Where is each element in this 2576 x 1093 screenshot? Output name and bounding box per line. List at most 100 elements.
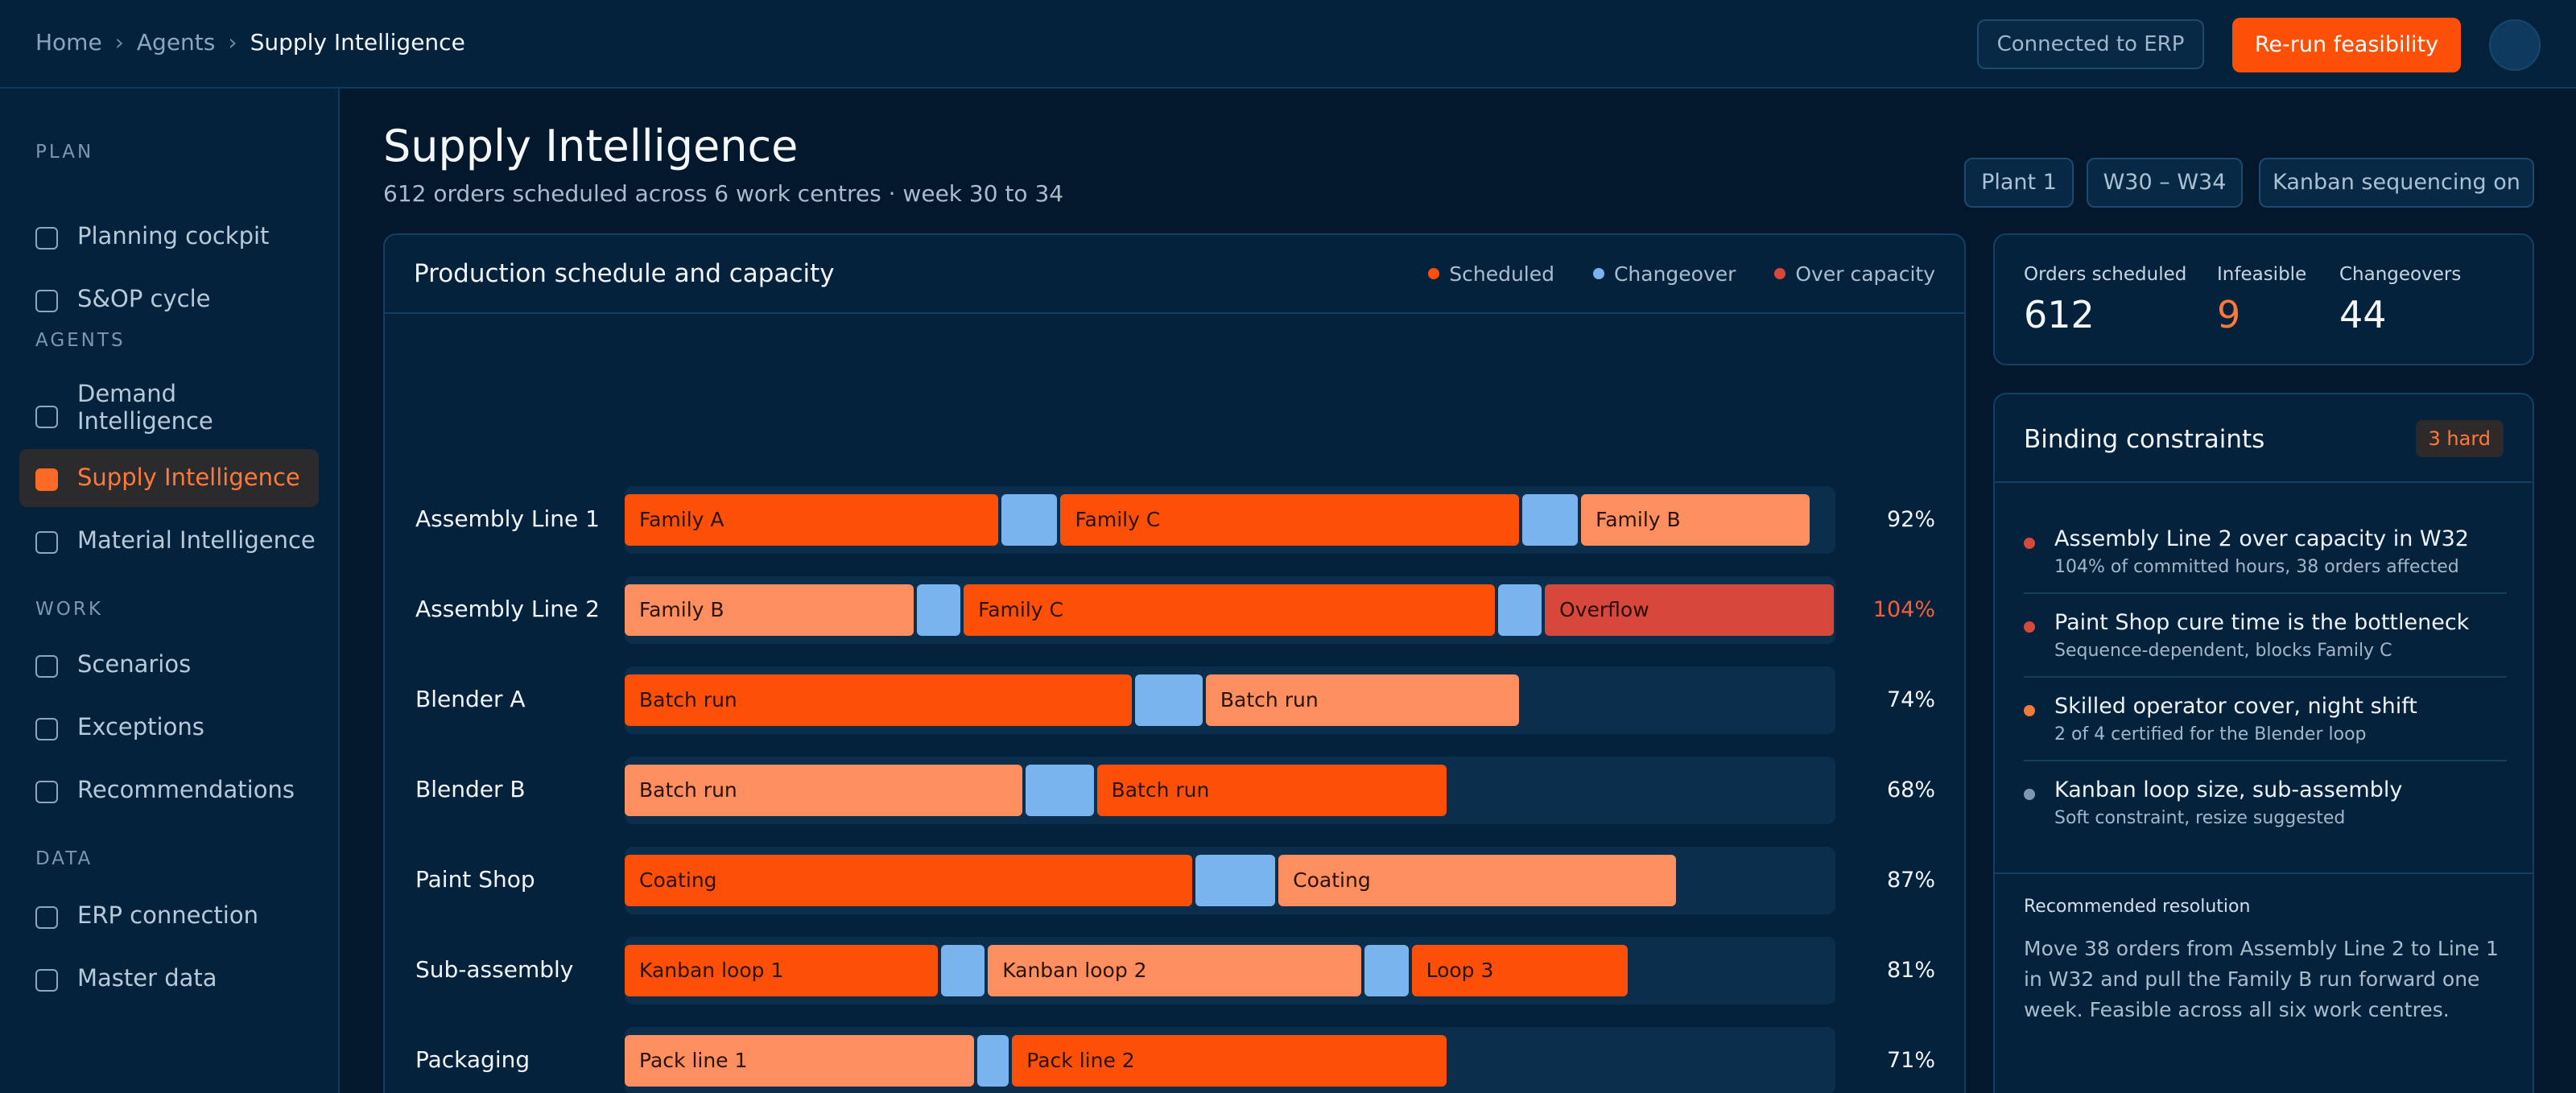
schedule-segment[interactable]: Batch run: [625, 765, 1023, 816]
schedule-segment[interactable]: Family A: [625, 494, 999, 546]
schedule-segment[interactable]: Coating: [1278, 855, 1677, 906]
kpi-infeasible: Infeasible 9: [2217, 264, 2306, 336]
checkbox-icon: [35, 969, 58, 992]
constraint-title: Skilled operator cover, night shift: [2054, 694, 2417, 719]
rerun-feasibility-button[interactable]: Re-run feasibility: [2232, 18, 2461, 72]
sidebar-item-exceptions[interactable]: Exceptions: [19, 699, 319, 757]
work-centre-label: Blender A: [415, 686, 526, 712]
utilization-value: 92%: [1886, 507, 1935, 532]
kpi-value: 9: [2217, 293, 2241, 336]
schedule-segment[interactable]: Batch run: [1096, 765, 1447, 816]
kanban-sequencing-chip[interactable]: Kanban sequencing on: [2259, 158, 2534, 208]
schedule-segment[interactable]: Pack line 1: [625, 1035, 975, 1087]
sidebar-item-scenarios[interactable]: Scenarios: [19, 636, 319, 694]
changeover-segment[interactable]: [941, 945, 985, 996]
schedule-segment[interactable]: Batch run: [625, 674, 1132, 726]
erp-status-badge[interactable]: Connected to ERP: [1977, 19, 2204, 69]
schedule-segment[interactable]: Family C: [964, 584, 1495, 636]
divider: [2024, 676, 2507, 678]
week-range-chip[interactable]: W30 – W34: [2087, 158, 2243, 208]
sidebar-item-supply-intelligence[interactable]: Supply Intelligence: [19, 449, 319, 507]
constraint-item[interactable]: Skilled operator cover, night shift 2 of…: [2024, 694, 2507, 761]
sidebar-item-master-data[interactable]: Master data: [19, 950, 319, 1008]
schedule-segment[interactable]: Family B: [625, 584, 914, 636]
breadcrumb-separator: ›: [228, 29, 237, 56]
constraint-detail: 104% of committed hours, 38 orders affec…: [2054, 557, 2459, 577]
changeover-segment[interactable]: [977, 1035, 1009, 1087]
legend-item-over-capacity: Over capacity: [1774, 262, 1935, 286]
work-centre-label: Paint Shop: [415, 866, 535, 893]
page-title: Supply Intelligence: [383, 121, 799, 171]
sidebar-item-erp-connection[interactable]: ERP connection: [19, 887, 319, 945]
legend-dot-icon: [1774, 268, 1786, 279]
constraint-item[interactable]: Paint Shop cure time is the bottleneck S…: [2024, 610, 2507, 678]
capacity-track: Pack line 1 Pack line 2: [625, 1027, 1835, 1093]
sidebar-item-demand-intelligence[interactable]: Demand Intelligence: [19, 373, 319, 451]
sidebar-item-material-intelligence[interactable]: Material Intelligence: [19, 512, 319, 570]
utilization-value: 71%: [1886, 1048, 1935, 1073]
sidebar-section-plan: PLAN: [35, 142, 94, 163]
sidebar-item-label: S&OP cycle: [77, 285, 211, 312]
work-centre-label: Packaging: [415, 1046, 530, 1073]
utilization-value: 87%: [1886, 868, 1935, 893]
status-dot-icon: [2024, 705, 2035, 716]
legend-label: Changeover: [1613, 262, 1736, 286]
schedule-segment[interactable]: Kanban loop 1: [625, 945, 939, 996]
status-dot-icon: [2024, 538, 2035, 549]
production-schedule-card: Production schedule and capacity Schedul…: [383, 233, 1966, 1093]
checkbox-icon: [35, 406, 58, 428]
schedule-segment[interactable]: Loop 3: [1411, 945, 1629, 996]
sidebar-item-label: ERP connection: [77, 901, 258, 929]
sidebar-section-data: DATA: [35, 848, 93, 869]
kpi-orders-scheduled: Orders scheduled 612: [2024, 264, 2186, 336]
breadcrumb-agents[interactable]: Agents: [136, 29, 216, 56]
changeover-segment[interactable]: [1026, 765, 1094, 816]
changeover-segment[interactable]: [1364, 945, 1409, 996]
work-centre-label: Assembly Line 1: [415, 505, 600, 532]
changeover-segment[interactable]: [1521, 494, 1579, 546]
utilization-value: 68%: [1886, 777, 1935, 802]
divider: [2024, 592, 2507, 594]
sidebar-section-work: WORK: [35, 599, 103, 620]
sidebar-item-recommendations[interactable]: Recommendations: [19, 761, 319, 819]
sidebar-item-sop-cycle[interactable]: S&OP cycle: [19, 270, 319, 328]
capacity-track: Coating Coating: [625, 847, 1835, 914]
legend-label: Scheduled: [1449, 262, 1554, 286]
divider: [1995, 872, 2533, 874]
utilization-value: 104%: [1872, 597, 1935, 622]
schedule-segment[interactable]: Pack line 2: [1012, 1035, 1447, 1087]
schedule-legend: Scheduled Changeover Over capacity: [1396, 262, 1935, 286]
schedule-title: Production schedule and capacity: [414, 259, 835, 288]
constraint-item[interactable]: Assembly Line 2 over capacity in W32 104…: [2024, 526, 2507, 594]
changeover-segment[interactable]: [1001, 494, 1058, 546]
hard-constraints-badge: 3 hard: [2415, 420, 2504, 457]
avatar[interactable]: [2489, 19, 2541, 71]
schedule-card-header: Production schedule and capacity Schedul…: [385, 235, 1964, 314]
constraint-item[interactable]: Kanban loop size, sub-assembly Soft cons…: [2024, 777, 2507, 845]
changeover-segment[interactable]: [1195, 855, 1276, 906]
changeover-segment[interactable]: [916, 584, 961, 636]
recommendation-label: Recommended resolution: [2024, 897, 2251, 917]
changeover-segment[interactable]: [1497, 584, 1542, 636]
checkbox-icon: [35, 531, 58, 554]
work-centre-label: Blender B: [415, 776, 526, 802]
sidebar-item-planning-cockpit[interactable]: Planning cockpit: [19, 208, 319, 266]
schedule-segment[interactable]: Batch run: [1205, 674, 1519, 726]
schedule-segment[interactable]: Family B: [1581, 494, 1810, 546]
schedule-segment[interactable]: Kanban loop 2: [988, 945, 1362, 996]
constraint-detail: 2 of 4 certified for the Blender loop: [2054, 724, 2367, 744]
legend-label: Over capacity: [1795, 262, 1935, 286]
breadcrumb: Home › Agents › Supply Intelligence: [35, 29, 465, 56]
schedule-segment[interactable]: Coating: [625, 855, 1192, 906]
constraint-detail: Soft constraint, resize suggested: [2054, 808, 2346, 828]
capacity-track: Batch run Batch run: [625, 666, 1835, 734]
status-dot-icon: [2024, 789, 2035, 800]
schedule-segment[interactable]: Family C: [1060, 494, 1519, 546]
changeover-segment[interactable]: [1134, 674, 1203, 726]
plant-filter-chip[interactable]: Plant 1: [1964, 158, 2074, 208]
top-bar: Home › Agents › Supply Intelligence Connecte…: [0, 0, 2576, 89]
breadcrumb-home[interactable]: Home: [35, 29, 102, 56]
schedule-segment[interactable]: Overflow: [1545, 584, 1834, 636]
kpi-label: Changeovers: [2339, 264, 2462, 285]
sidebar-item-label: Master data: [77, 964, 217, 992]
